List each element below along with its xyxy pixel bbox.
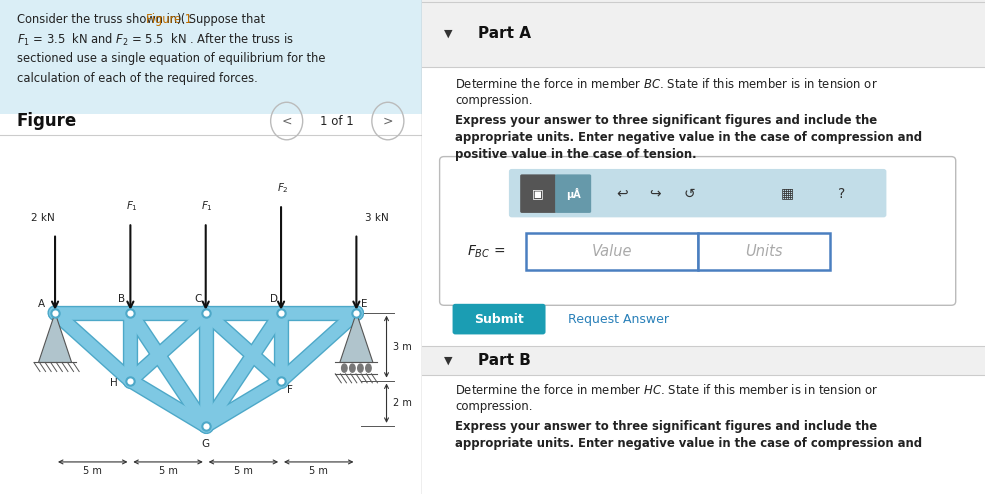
Text: Submit: Submit [475, 313, 524, 326]
Text: ▦: ▦ [781, 187, 794, 201]
Text: Part A: Part A [478, 26, 531, 41]
Text: μÅ: μÅ [565, 188, 580, 200]
Text: D: D [270, 294, 278, 304]
Polygon shape [340, 313, 373, 363]
Text: 3 m: 3 m [393, 342, 412, 352]
Text: ↩: ↩ [616, 187, 627, 201]
Text: 2 kN: 2 kN [31, 213, 55, 223]
FancyBboxPatch shape [439, 157, 955, 305]
Text: Figure 1: Figure 1 [147, 13, 192, 26]
Circle shape [350, 364, 355, 372]
Text: F: F [288, 385, 293, 395]
Text: 5 m: 5 m [159, 466, 177, 476]
FancyBboxPatch shape [556, 174, 591, 213]
Text: ▣: ▣ [532, 187, 544, 200]
Text: Request Answer: Request Answer [568, 313, 669, 326]
Text: $F_{BC}$ =: $F_{BC}$ = [467, 244, 505, 260]
Text: C: C [194, 294, 202, 304]
FancyBboxPatch shape [509, 169, 886, 217]
Text: Units: Units [745, 245, 782, 259]
Polygon shape [38, 313, 72, 363]
Text: compression.: compression. [455, 400, 533, 413]
Text: Express your answer to three significant figures and include the: Express your answer to three significant… [455, 420, 878, 433]
Circle shape [358, 364, 363, 372]
Text: ↺: ↺ [684, 187, 695, 201]
Text: >: > [382, 115, 393, 127]
Text: calculation of each of the required forces.: calculation of each of the required forc… [17, 72, 258, 84]
Text: 5 m: 5 m [309, 466, 328, 476]
FancyBboxPatch shape [697, 233, 830, 270]
Circle shape [342, 364, 347, 372]
Text: Value: Value [592, 245, 632, 259]
Text: ↪: ↪ [649, 187, 661, 201]
Text: ▼: ▼ [444, 29, 453, 39]
FancyBboxPatch shape [0, 0, 422, 114]
Text: H: H [110, 378, 117, 388]
Text: ). Suppose that: ). Suppose that [177, 13, 265, 26]
Text: Determine the force in member $HC$. State if this member is in tension or: Determine the force in member $HC$. Stat… [455, 383, 879, 397]
Text: Express your answer to three significant figures and include the: Express your answer to three significant… [455, 114, 878, 126]
FancyBboxPatch shape [520, 174, 557, 213]
Text: Part B: Part B [478, 353, 531, 368]
FancyBboxPatch shape [422, 0, 985, 67]
Text: 3 kN: 3 kN [365, 213, 389, 223]
Text: A: A [38, 299, 45, 309]
Text: Determine the force in member $BC$. State if this member is in tension or: Determine the force in member $BC$. Stat… [455, 77, 879, 90]
Text: E: E [361, 299, 367, 309]
Text: B: B [118, 294, 125, 304]
Text: Figure: Figure [17, 112, 77, 130]
Text: 1 of 1: 1 of 1 [320, 115, 355, 127]
FancyBboxPatch shape [526, 233, 697, 270]
Text: appropriate units. Enter negative value in the case of compression and: appropriate units. Enter negative value … [455, 437, 923, 450]
Text: $F_1$: $F_1$ [201, 200, 213, 213]
FancyBboxPatch shape [422, 346, 985, 375]
Text: ?: ? [837, 187, 845, 201]
Text: sectioned use a single equation of equilibrium for the: sectioned use a single equation of equil… [17, 52, 325, 65]
Text: appropriate units. Enter negative value in the case of compression and: appropriate units. Enter negative value … [455, 131, 923, 144]
Circle shape [365, 364, 371, 372]
FancyBboxPatch shape [452, 304, 546, 334]
Text: positive value in the case of tension.: positive value in the case of tension. [455, 148, 696, 161]
Text: 5 m: 5 m [234, 466, 253, 476]
Text: $F_1$ = 3.5  kN and $F_2$ = 5.5  kN . After the truss is: $F_1$ = 3.5 kN and $F_2$ = 5.5 kN . Afte… [17, 32, 294, 48]
Text: G: G [202, 439, 210, 449]
Text: 5 m: 5 m [84, 466, 102, 476]
Text: $F_2$: $F_2$ [277, 182, 289, 195]
Text: compression.: compression. [455, 94, 533, 107]
Text: ▼: ▼ [444, 356, 453, 366]
Text: <: < [282, 115, 292, 127]
Text: $F_1$: $F_1$ [126, 200, 138, 213]
Text: Consider the truss shown in (: Consider the truss shown in ( [17, 13, 185, 26]
Text: 2 m: 2 m [393, 398, 412, 408]
